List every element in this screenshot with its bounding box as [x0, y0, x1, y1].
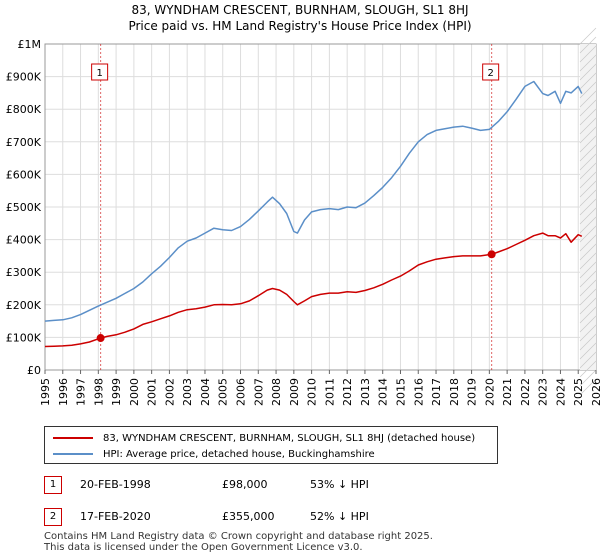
x-tick-label: 2004 — [199, 378, 212, 406]
y-tick-label: £400K — [6, 234, 42, 247]
x-tick-label: 2013 — [359, 378, 372, 406]
x-tick-label: 2019 — [466, 378, 479, 406]
y-tick-label: £800K — [6, 103, 42, 116]
x-tick-label: 2025 — [572, 378, 585, 406]
y-tick-label: £500K — [6, 201, 42, 214]
x-tick-label: 1999 — [110, 378, 123, 406]
x-tick-label: 2007 — [252, 378, 265, 406]
x-tick-label: 2008 — [270, 378, 283, 406]
y-tick-label: £900K — [6, 71, 42, 84]
y-tick-label: £700K — [6, 136, 42, 149]
y-tick-label: £100K — [6, 331, 42, 344]
x-tick-label: 1998 — [92, 378, 105, 406]
y-tick-label: £600K — [6, 168, 42, 181]
x-tick-label: 2016 — [412, 378, 425, 406]
legend-swatch-property — [53, 437, 93, 439]
legend-item-property: 83, WYNDHAM CRESCENT, BURNHAM, SLOUGH, S… — [53, 431, 475, 445]
forecast-hatch — [580, 28, 596, 44]
x-tick-label: 2022 — [519, 378, 532, 406]
x-tick-label: 2014 — [377, 378, 390, 406]
x-tick-label: 2002 — [163, 378, 176, 406]
sale-point — [488, 250, 496, 258]
footer-line-1: Contains HM Land Registry data © Crown c… — [44, 531, 433, 542]
x-tick-label: 2020 — [483, 378, 496, 406]
legend-label-property: 83, WYNDHAM CRESCENT, BURNHAM, SLOUGH, S… — [103, 433, 475, 444]
sale-hpi-diff: 52% ↓ HPI — [310, 510, 369, 523]
footer: Contains HM Land Registry data © Crown c… — [44, 531, 433, 553]
x-tick-label: 2017 — [430, 378, 443, 406]
legend-item-hpi: HPI: Average price, detached house, Buck… — [53, 447, 375, 461]
x-tick-label: 1997 — [75, 378, 88, 406]
sale-date: 20-FEB-1998 — [80, 478, 151, 491]
sale-date: 17-FEB-2020 — [80, 510, 151, 523]
x-tick-label: 2011 — [323, 378, 336, 406]
x-tick-label: 2015 — [394, 378, 407, 406]
x-tick-label: 2012 — [341, 378, 354, 406]
x-tick-label: 2018 — [448, 378, 461, 406]
sale-hpi-diff: 53% ↓ HPI — [310, 478, 369, 491]
legend: 83, WYNDHAM CRESCENT, BURNHAM, SLOUGH, S… — [44, 426, 498, 464]
x-tick-label: 2021 — [501, 378, 514, 406]
x-tick-label: 2003 — [181, 378, 194, 406]
x-tick-label: 1995 — [39, 378, 52, 406]
x-tick-label: 2026 — [590, 378, 600, 406]
sale-point — [97, 334, 105, 342]
chart-title: 83, WYNDHAM CRESCENT, BURNHAM, SLOUGH, S… — [131, 3, 468, 17]
sale-row: 1 20-FEB-1998 £98,000 53% ↓ HPI — [44, 476, 464, 494]
x-tick-label: 2006 — [235, 378, 248, 406]
legend-label-hpi: HPI: Average price, detached house, Buck… — [103, 449, 375, 460]
x-tick-label: 2005 — [217, 378, 230, 406]
legend-swatch-hpi — [53, 453, 93, 455]
y-tick-label: £300K — [6, 266, 42, 279]
sale-price: £98,000 — [222, 478, 268, 491]
x-tick-label: 2010 — [306, 378, 319, 406]
x-tick-label: 2023 — [537, 378, 550, 406]
y-tick-label: £200K — [6, 299, 42, 312]
y-tick-label: £1M — [18, 38, 42, 51]
footer-line-2: This data is licensed under the Open Gov… — [44, 542, 433, 553]
sale-badge: 1 — [44, 476, 62, 494]
x-tick-label: 1996 — [57, 378, 70, 406]
chart: 83, WYNDHAM CRESCENT, BURNHAM, SLOUGH, S… — [0, 0, 600, 420]
chart-subtitle: Price paid vs. HM Land Registry's House … — [128, 19, 471, 33]
sale-row: 2 17-FEB-2020 £355,000 52% ↓ HPI — [44, 508, 464, 526]
sale-annotation-label: 2 — [487, 68, 493, 79]
sale-annotation-label: 1 — [96, 68, 102, 79]
y-tick-label: £0 — [27, 364, 41, 377]
x-tick-label: 2001 — [146, 378, 159, 406]
sale-badge: 2 — [44, 508, 62, 526]
x-tick-label: 2024 — [554, 378, 567, 406]
sale-price: £355,000 — [222, 510, 275, 523]
x-tick-label: 2009 — [288, 378, 301, 406]
x-tick-label: 2000 — [128, 378, 141, 406]
